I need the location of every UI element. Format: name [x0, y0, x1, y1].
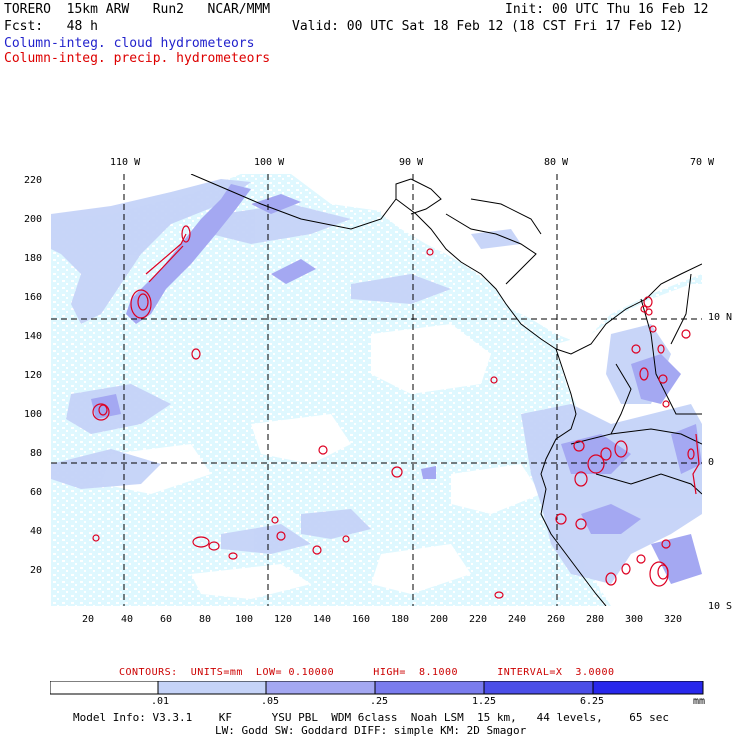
valid-time: Valid: 00 UTC Sat 18 Feb 12 (18 CST Fri … [292, 19, 684, 34]
cloud-field-label: Column-integ. cloud hydrometeors [4, 36, 255, 51]
lat-label-eq: 0 [708, 457, 715, 468]
colorbar-label: .05 [261, 696, 280, 707]
forecast-hour: Fcst: 48 h [4, 19, 98, 34]
y-tick: 180 [24, 253, 43, 264]
y-tick: 160 [24, 292, 43, 303]
lon-label-80w: 80 W [544, 157, 569, 168]
y-tick: 40 [30, 526, 43, 537]
x-tick: 40 [121, 614, 134, 625]
colorbar-swatch [483, 681, 594, 695]
model-info: Model Info: V3.3.1 KF YSU PBL WDM 6class… [73, 711, 670, 724]
x-tick: 80 [199, 614, 212, 625]
colorbar-label: .25 [370, 696, 389, 707]
colorbar-label: 6.25 [580, 696, 605, 707]
lat-label-10s: 10 S [708, 601, 733, 612]
colorbar-swatch [157, 681, 267, 695]
coastlines [190, 174, 702, 606]
x-tick: 220 [469, 614, 488, 625]
cloud-band-medium [91, 184, 702, 584]
y-tick: 60 [30, 487, 43, 498]
model-title: TORERO 15km ARW Run2 NCAR/MMM [4, 2, 271, 17]
precip-field-label: Column-integ. precip. hydrometeors [4, 51, 271, 66]
y-tick: 20 [30, 565, 43, 576]
x-tick: 200 [430, 614, 449, 625]
x-tick: 180 [391, 614, 410, 625]
x-tick: 300 [625, 614, 644, 625]
y-tick: 200 [24, 214, 43, 225]
y-tick: 80 [30, 448, 43, 459]
colorbar-swatch [374, 681, 485, 695]
y-tick: 100 [24, 409, 43, 420]
colorbar-swatch [265, 681, 376, 695]
x-tick: 20 [82, 614, 95, 625]
x-tick: 60 [160, 614, 173, 625]
lat-label-10n: 10 N [708, 312, 733, 323]
x-tick: 120 [274, 614, 293, 625]
y-tick: 220 [24, 175, 43, 186]
y-tick: 120 [24, 370, 43, 381]
lon-label-90w: 90 W [399, 157, 424, 168]
colorbar-label: .01 [151, 696, 170, 707]
lat-lon-grid [51, 174, 702, 606]
colorbar-label: 1.25 [472, 696, 497, 707]
precip-contours [92, 225, 700, 599]
init-time: Init: 00 UTC Thu 16 Feb 12 [505, 2, 709, 17]
x-tick: 160 [352, 614, 371, 625]
forecast-map [51, 174, 702, 606]
lon-label-100w: 100 W [254, 157, 285, 168]
lon-label-110w: 110 W [110, 157, 141, 168]
y-tick: 140 [24, 331, 43, 342]
x-tick: 260 [547, 614, 566, 625]
colorbar-unit: mm [693, 696, 706, 707]
x-tick: 280 [586, 614, 605, 625]
x-tick: 100 [235, 614, 254, 625]
x-tick: 140 [313, 614, 332, 625]
colorbar-swatch [50, 681, 159, 695]
colorbar [50, 681, 704, 695]
x-tick: 320 [664, 614, 683, 625]
colorbar-swatch [592, 681, 704, 695]
x-tick: 240 [508, 614, 527, 625]
contour-info: CONTOURS: UNITS=mm LOW= 0.10000 HIGH= 8.… [119, 667, 615, 678]
physics-info: LW: Godd SW: Goddard DIFF: simple KM: 2D… [215, 724, 527, 737]
lon-label-70w: 70 W [690, 157, 715, 168]
